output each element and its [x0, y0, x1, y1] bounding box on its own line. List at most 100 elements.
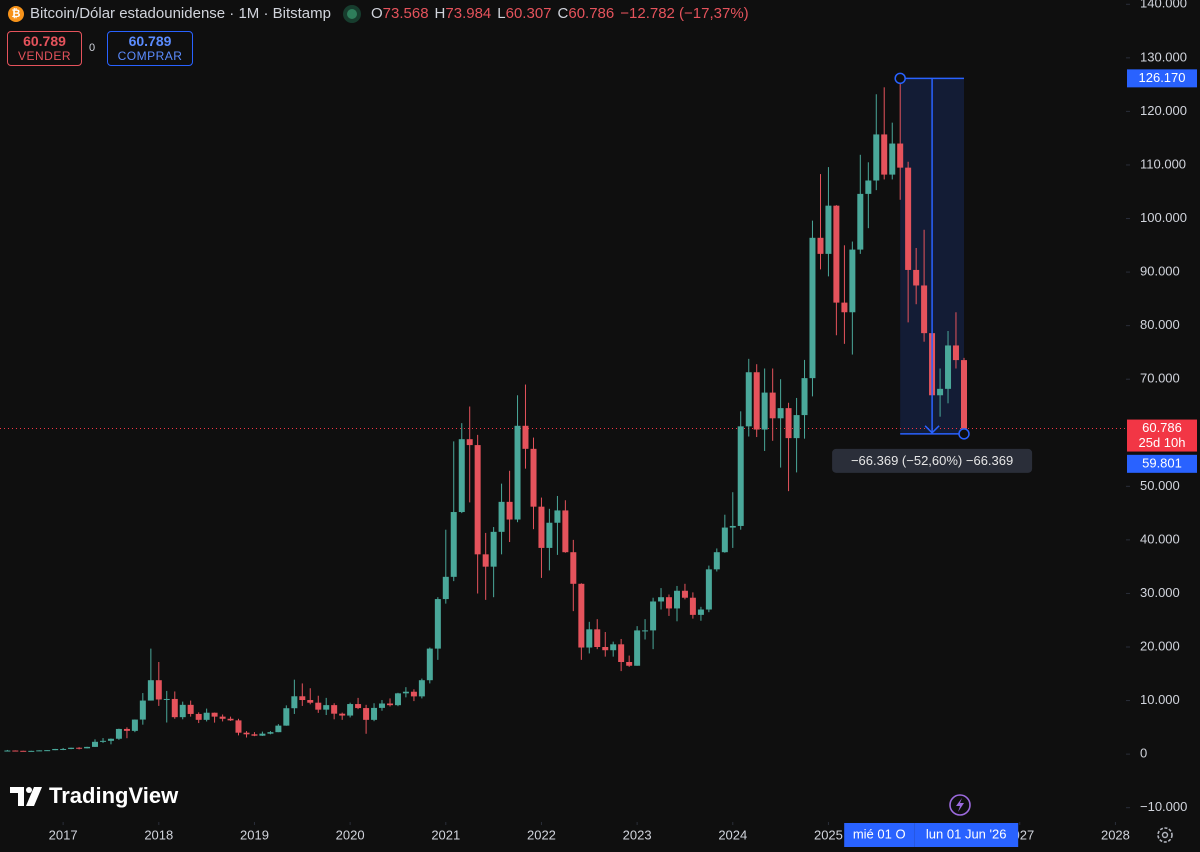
candle-body: [187, 704, 194, 714]
candle-body: [642, 630, 649, 632]
buy-label[interactable]: COMPRAR: [117, 49, 183, 63]
y-tick-label: 120.000: [1140, 103, 1187, 118]
candle-body: [20, 750, 27, 752]
price-tag: [1127, 419, 1197, 452]
candle-body: [945, 345, 952, 389]
candle-body: [227, 718, 234, 721]
alert-bolt[interactable]: [956, 798, 964, 812]
time-tag: [844, 823, 915, 847]
candle-body: [538, 506, 545, 548]
candle-body: [68, 747, 75, 749]
candle-body: [387, 703, 394, 706]
buy-button[interactable]: 60.789 COMPRAR: [107, 31, 193, 66]
measure-label-box: [832, 448, 1033, 473]
candle-body: [291, 696, 298, 709]
gear[interactable]: [1157, 827, 1173, 843]
candle-body: [394, 693, 401, 706]
alert-icon[interactable]: [949, 794, 971, 816]
candle-body: [865, 180, 872, 194]
buy-price[interactable]: 60.789: [128, 33, 172, 49]
candle-body: [363, 708, 370, 720]
candle-body: [450, 512, 457, 577]
symbol-title[interactable]: Bitcoin/Dólar estadounidense · 1M · Bits…: [30, 5, 331, 22]
candle-body: [91, 741, 98, 747]
candle-body: [418, 680, 425, 697]
candle-body: [554, 510, 561, 523]
candle-body: [179, 704, 186, 718]
candle-body: [506, 501, 513, 520]
y-tick-label: 80.000: [1140, 317, 1180, 332]
candle-body: [817, 237, 824, 254]
candle-body: [243, 732, 250, 735]
ohlc-value: 73.568: [382, 5, 429, 22]
candle-body: [658, 597, 665, 602]
candle-body: [674, 590, 681, 609]
measure-handle[interactable]: [958, 428, 970, 440]
candle-body: [203, 712, 210, 720]
candle-body: [737, 426, 744, 526]
x-tick-label: 2022: [527, 827, 556, 842]
gear-hub[interactable]: [1161, 831, 1169, 839]
candle-body: [299, 696, 306, 701]
sell-label[interactable]: VENDER: [17, 49, 71, 63]
candle-body: [889, 143, 896, 175]
candle-body: [4, 750, 11, 752]
candle-body: [259, 733, 266, 736]
countdown-label: 25d 10h: [1139, 435, 1186, 450]
measure-handle[interactable]: [894, 72, 906, 85]
price-change: −12.782 (−17,37%): [620, 5, 749, 22]
candle-body: [458, 439, 465, 513]
candle-body: [307, 700, 314, 703]
candle-body: [323, 705, 330, 710]
x-tick-label: 2020: [336, 827, 365, 842]
candle-body: [665, 597, 672, 609]
candle-body: [466, 439, 473, 446]
settings-icon[interactable]: [1157, 827, 1173, 843]
ohlc-item: O73.568: [371, 5, 429, 22]
candle-body: [689, 597, 696, 615]
logo-dot: [26, 787, 32, 793]
ohlc-key: L: [497, 5, 506, 22]
candle-body: [410, 691, 417, 697]
x-tick-label: 2024: [718, 827, 747, 842]
y-tick-label: 0: [1140, 746, 1147, 761]
logo-shape: [26, 787, 42, 806]
candle-body: [618, 644, 625, 662]
x-tick-label: 2018: [144, 827, 173, 842]
candle-body: [498, 501, 505, 532]
candle-body: [849, 249, 856, 313]
time-tag-label: mié 01 O: [853, 826, 906, 841]
candle-body: [76, 747, 83, 749]
candle-body: [801, 378, 808, 416]
price-tag-label: 126.170: [1139, 70, 1186, 85]
candle-body: [793, 415, 800, 439]
spread: 0: [89, 42, 96, 54]
candle-body: [490, 531, 497, 567]
sell-button[interactable]: 60.789 VENDER: [7, 31, 82, 66]
candle-body: [378, 703, 385, 708]
alert-circle[interactable]: [949, 794, 971, 816]
candle-body: [402, 691, 409, 694]
candle-body: [195, 713, 202, 720]
candle-body: [474, 445, 481, 555]
candle-body: [681, 590, 688, 598]
x-tick-label: 2017: [49, 827, 78, 842]
candle-body: [705, 569, 712, 610]
candle-body: [697, 609, 704, 615]
time-tag: [914, 823, 1019, 847]
candle-body: [650, 601, 657, 631]
plot-area: [0, 78, 1125, 752]
ohlc-key: H: [434, 5, 446, 22]
x-tick-label: 2028: [1101, 827, 1130, 842]
candle-body: [12, 750, 19, 752]
x-tick-label: 2021: [431, 827, 460, 842]
candle-body: [355, 704, 362, 709]
ohlc-legend: O73.568 H73.984 L60.307 C60.786: [371, 5, 620, 22]
candle-body: [442, 576, 449, 600]
sell-price[interactable]: 60.789: [23, 33, 66, 49]
ohlc-value: 60.786: [568, 5, 615, 22]
candle-body: [952, 345, 959, 361]
candle-body: [745, 372, 752, 427]
